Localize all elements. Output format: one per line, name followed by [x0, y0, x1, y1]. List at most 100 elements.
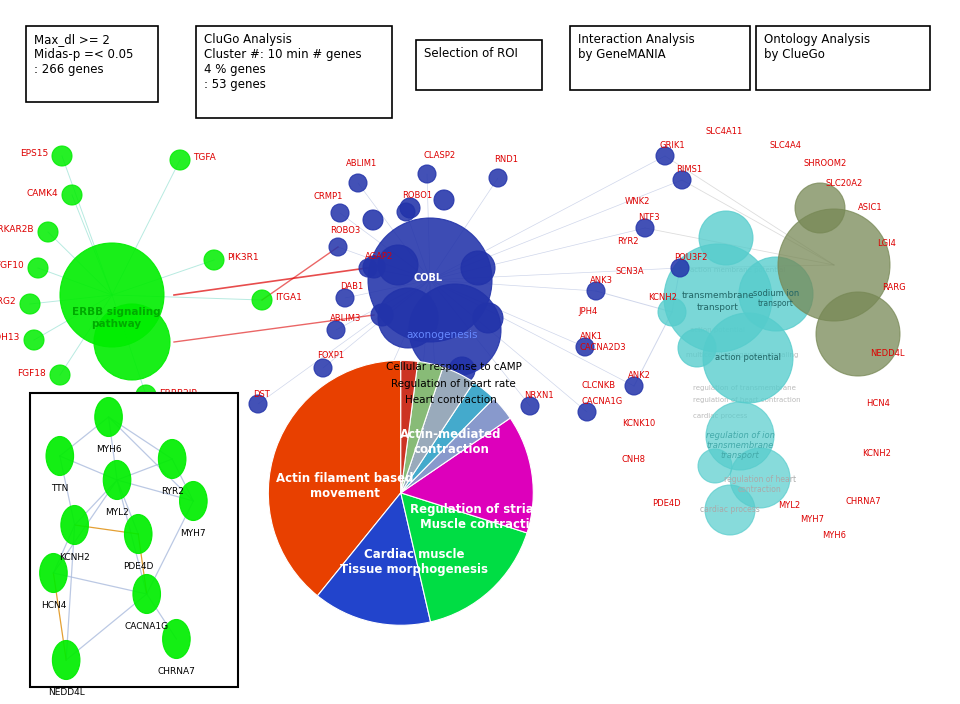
Circle shape [587, 282, 605, 300]
Circle shape [95, 398, 122, 436]
FancyBboxPatch shape [30, 393, 238, 687]
Text: CNH8: CNH8 [622, 455, 646, 464]
Text: regulation of heart: regulation of heart [724, 475, 796, 484]
Circle shape [428, 401, 446, 419]
Circle shape [371, 304, 393, 326]
Wedge shape [269, 360, 400, 596]
Text: ROBO1: ROBO1 [402, 191, 432, 200]
Text: MYL2: MYL2 [106, 508, 129, 517]
Text: Interaction Analysis
by GeneMANIA: Interaction Analysis by GeneMANIA [578, 33, 695, 61]
Circle shape [461, 251, 495, 285]
Circle shape [158, 439, 186, 479]
Wedge shape [400, 367, 473, 493]
Text: ROBO3: ROBO3 [330, 226, 360, 235]
Circle shape [125, 515, 152, 553]
Circle shape [434, 190, 454, 210]
Text: CRMP1: CRMP1 [314, 192, 344, 201]
Circle shape [418, 165, 436, 183]
Text: JPH4: JPH4 [578, 307, 597, 316]
Text: ANK1: ANK1 [580, 332, 603, 341]
Text: Actin filament based
movement: Actin filament based movement [276, 472, 414, 500]
Circle shape [576, 338, 594, 356]
Circle shape [359, 259, 377, 277]
Circle shape [336, 289, 354, 307]
Text: KCNH2: KCNH2 [60, 553, 90, 562]
Circle shape [136, 385, 156, 405]
Circle shape [28, 258, 48, 278]
Text: multicellular organism signaling: multicellular organism signaling [686, 352, 799, 358]
Text: POU3F2: POU3F2 [674, 253, 708, 262]
Circle shape [314, 359, 332, 377]
Circle shape [778, 209, 890, 321]
Wedge shape [400, 398, 510, 493]
Text: transmembrane: transmembrane [707, 441, 774, 449]
Circle shape [378, 288, 438, 348]
Circle shape [62, 185, 82, 205]
FancyBboxPatch shape [26, 26, 158, 102]
Text: Max_dl >= 2
Midas-p =< 0.05
: 266 genes: Max_dl >= 2 Midas-p =< 0.05 : 266 genes [34, 33, 133, 76]
Text: Actin-mediated
contraction: Actin-mediated contraction [400, 429, 502, 456]
Circle shape [367, 391, 385, 409]
Text: NRXN1: NRXN1 [524, 391, 554, 400]
Text: ERBB signaling
pathway: ERBB signaling pathway [72, 307, 160, 329]
Circle shape [368, 218, 492, 342]
Text: Selection of ROI: Selection of ROI [424, 47, 517, 60]
Text: EPS15: EPS15 [20, 149, 48, 158]
Wedge shape [400, 360, 418, 493]
Circle shape [378, 245, 418, 285]
Circle shape [38, 222, 58, 242]
Text: cardiac process: cardiac process [693, 413, 748, 419]
Text: CHRNA7: CHRNA7 [157, 667, 195, 676]
Circle shape [730, 448, 790, 508]
Circle shape [625, 377, 643, 395]
Text: MYL2: MYL2 [778, 501, 800, 510]
Circle shape [52, 146, 72, 166]
Circle shape [50, 365, 70, 385]
Text: PDE4D: PDE4D [652, 499, 681, 508]
Circle shape [703, 313, 793, 403]
Text: LGI4: LGI4 [877, 239, 896, 248]
Text: PRKAR2B: PRKAR2B [0, 225, 34, 234]
Text: HCN4: HCN4 [866, 399, 890, 408]
Text: Cardiac muscle
Tissue morphogenesis: Cardiac muscle Tissue morphogenesis [340, 548, 488, 576]
Text: CACNA2D3: CACNA2D3 [580, 343, 627, 352]
Text: SCN3A: SCN3A [616, 267, 644, 276]
Circle shape [489, 169, 507, 187]
Text: SLC4A4: SLC4A4 [770, 141, 802, 150]
Text: ANK2: ANK2 [628, 371, 651, 380]
Text: SHROOM2: SHROOM2 [804, 159, 848, 168]
FancyBboxPatch shape [416, 40, 542, 90]
Text: SPTBN1: SPTBN1 [432, 396, 465, 405]
Wedge shape [400, 361, 443, 493]
Circle shape [400, 198, 420, 218]
Text: DAB1: DAB1 [340, 282, 363, 291]
Circle shape [329, 238, 347, 256]
Text: Cellular response to cAMP: Cellular response to cAMP [386, 362, 521, 372]
Circle shape [252, 290, 272, 310]
Circle shape [578, 403, 596, 421]
Circle shape [409, 423, 427, 441]
Text: CACNA1G: CACNA1G [125, 622, 169, 631]
Text: transport: transport [721, 451, 759, 460]
Circle shape [53, 641, 80, 679]
Text: CHRNA7: CHRNA7 [846, 497, 881, 506]
Text: regulation of transmembrane: regulation of transmembrane [693, 385, 796, 391]
Text: DST: DST [253, 390, 270, 399]
Text: ANK3: ANK3 [590, 276, 613, 285]
Circle shape [706, 402, 774, 470]
Text: CDH13: CDH13 [0, 334, 20, 343]
Text: GRIK1: GRIK1 [660, 141, 685, 150]
Text: PIK3R1: PIK3R1 [227, 253, 258, 263]
Text: MYH6: MYH6 [822, 531, 846, 540]
Text: FGF10: FGF10 [0, 261, 24, 270]
Circle shape [816, 292, 900, 376]
Text: CACNA1G: CACNA1G [581, 397, 622, 406]
Text: RIMS1: RIMS1 [676, 165, 702, 174]
Text: NRG2: NRG2 [0, 298, 16, 306]
Circle shape [94, 304, 170, 380]
Text: SLC20A2: SLC20A2 [826, 179, 863, 188]
Text: WNK2: WNK2 [625, 197, 650, 206]
Circle shape [162, 620, 190, 658]
Circle shape [327, 321, 345, 339]
Text: AGAP2: AGAP2 [365, 252, 394, 261]
